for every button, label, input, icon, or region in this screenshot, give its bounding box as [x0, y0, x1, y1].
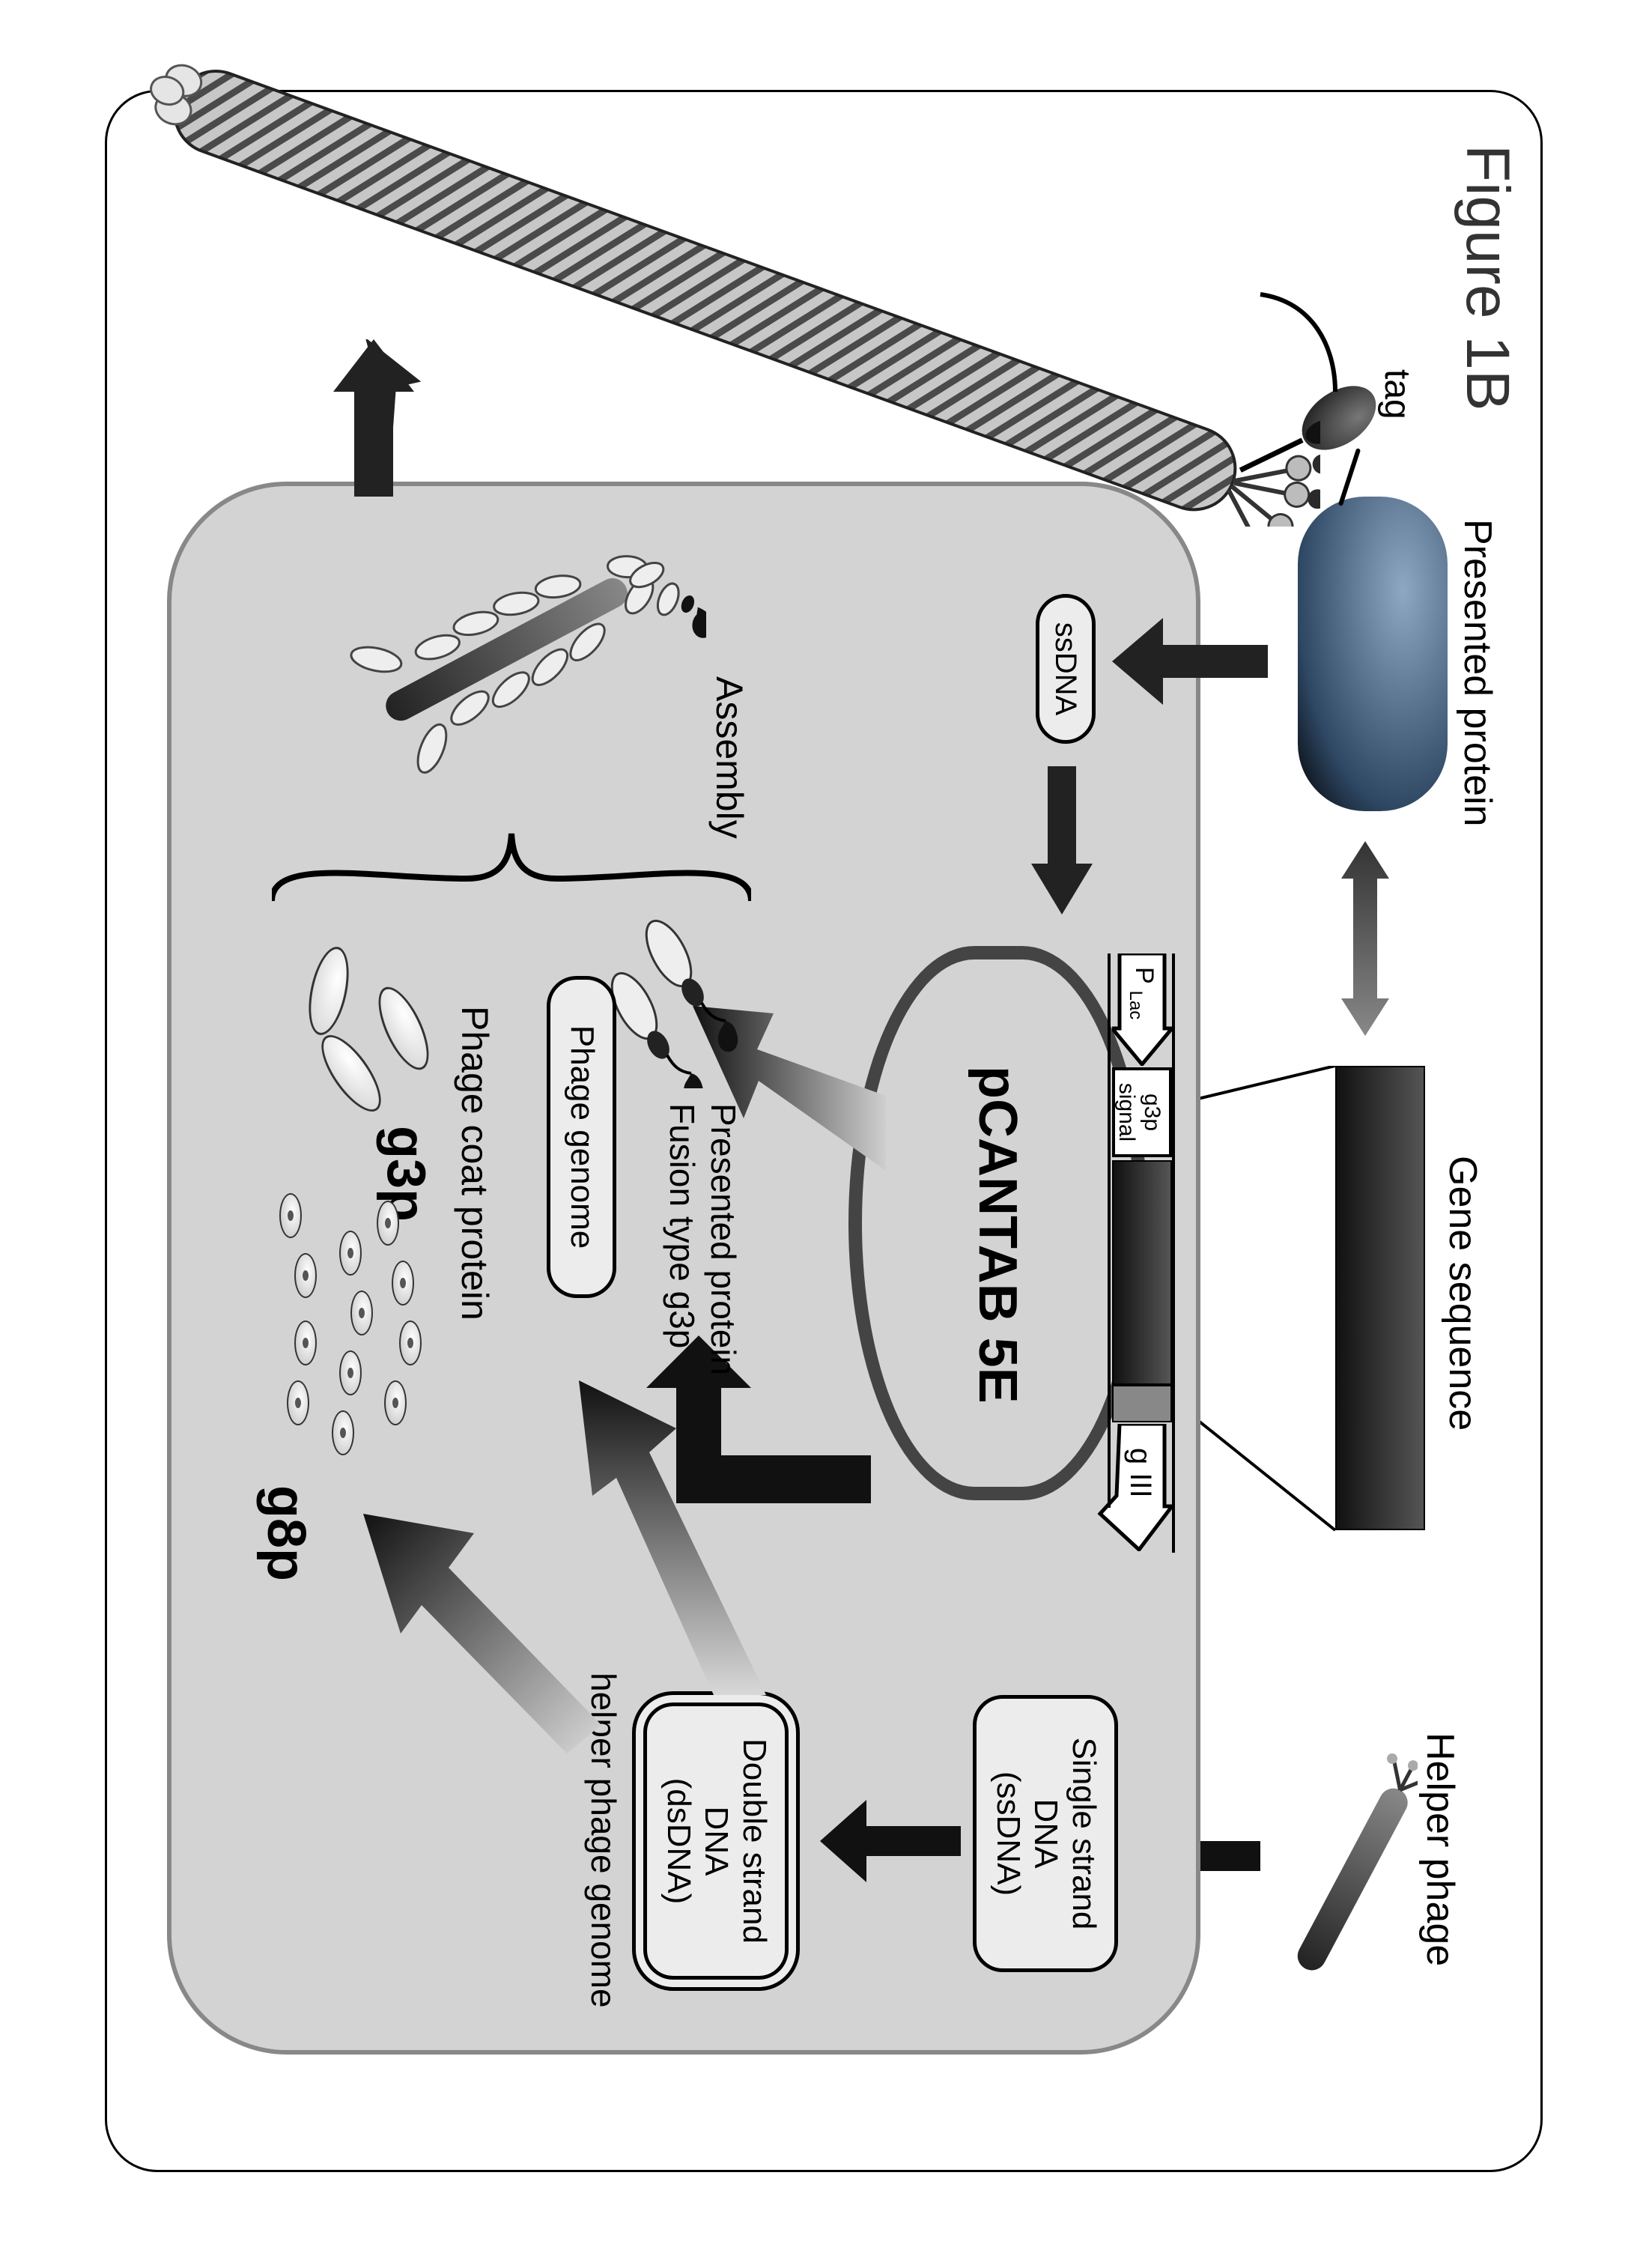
p-lac-label: P Lac — [1125, 967, 1158, 1019]
g8p-unit — [399, 1321, 422, 1365]
g8p-unit — [332, 1410, 354, 1455]
g3p-signal-box: g3p signal — [1112, 1067, 1172, 1157]
g8p-unit — [294, 1253, 317, 1298]
g8p-unit — [377, 1201, 399, 1246]
fusion-label-2: Fusion type g3p — [662, 1103, 702, 1348]
cassette-rail-top — [1172, 953, 1175, 1553]
presented-protein-shape — [1298, 497, 1448, 811]
fusion-label-1: Presented protein — [703, 1103, 744, 1375]
g8p-unit — [384, 1380, 407, 1425]
plasmid-name: pCANTAB 5E — [967, 1066, 1028, 1404]
g8p-unit — [339, 1231, 362, 1276]
cassette-rail-bottom — [1108, 953, 1111, 1508]
arrow-ssdna-plasmid — [1028, 766, 1096, 916]
figure-title: Figure 1B — [1452, 145, 1522, 411]
arrow-ss-to-ds — [819, 1800, 961, 1882]
figure-frame: Figure 1B Presented protein tag Gene seq… — [105, 90, 1543, 2172]
g8p-unit — [339, 1350, 362, 1395]
figure-stage: Figure 1B Presented protein tag Gene seq… — [107, 92, 1545, 2174]
arrow-ds-to-coat — [362, 1500, 601, 1755]
assembly-label: Assembly — [708, 676, 751, 839]
g8p-unit — [287, 1380, 309, 1425]
tag-label: tag — [1376, 369, 1418, 419]
double-arrow — [1335, 841, 1395, 1036]
g8p-unit — [279, 1193, 302, 1238]
double-strand-box: Double strandDNA(dsDNA) — [643, 1702, 789, 1980]
gene-insert — [1112, 1160, 1172, 1385]
linker-block — [1112, 1385, 1172, 1422]
arrow-into-cell-left — [1111, 616, 1268, 706]
g8p-unit — [392, 1261, 414, 1306]
g8p-label: g8p — [255, 1485, 317, 1581]
helper-phage-label: Helper phage — [1418, 1732, 1463, 1966]
phage-large-icon — [107, 47, 1320, 527]
ssdna-box: ssDNA — [1036, 594, 1096, 744]
g8p-unit — [294, 1321, 317, 1365]
presented-protein-label: Presented protein — [1455, 519, 1500, 827]
g8p-unit — [350, 1291, 373, 1335]
single-strand-box: Single strandDNA(ssDNA) — [973, 1695, 1118, 1972]
gene-sequence-label: Gene sequence — [1440, 1156, 1485, 1431]
gene-sequence-bar — [1335, 1066, 1425, 1530]
gIII-label: g III — [1123, 1448, 1157, 1498]
phage-genome-box: Phage genome — [547, 976, 616, 1298]
coat-protein-label: Phage coat protein — [453, 1006, 496, 1321]
helper-phage-icon — [1283, 1747, 1418, 2017]
fusion-protein-icons — [609, 909, 751, 1088]
